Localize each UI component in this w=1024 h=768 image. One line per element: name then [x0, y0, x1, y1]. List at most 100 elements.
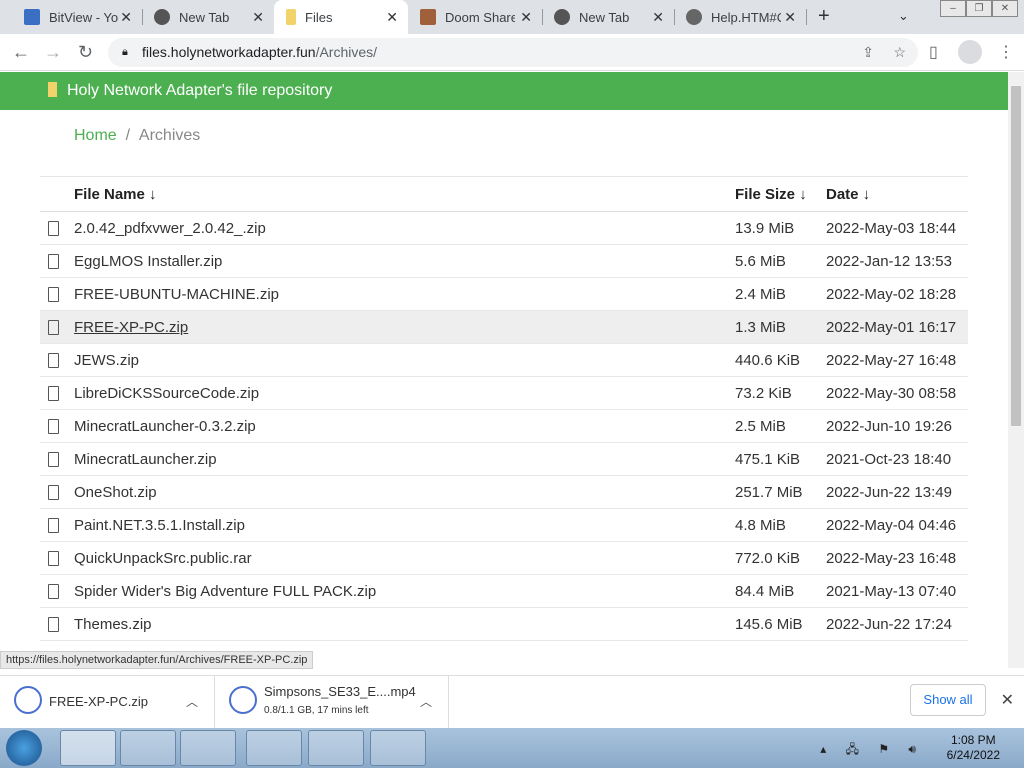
download-progress: 0.8/1.1 GB, 17 mins left [264, 705, 369, 716]
file-date: 2022-May-02 18:28 [826, 277, 968, 311]
file-name-link[interactable]: LibreDiCKSSourceCode.zip [74, 384, 260, 402]
file-icon [40, 244, 74, 278]
bookmark-star-icon[interactable]: ☆ [893, 44, 906, 60]
restore-button[interactable]: ❐ [966, 0, 992, 17]
file-size: 251.7 MiB [735, 475, 826, 509]
file-size: 440.6 KiB [735, 343, 826, 377]
taskbar-recorder[interactable] [246, 730, 302, 766]
profile-avatar[interactable] [958, 40, 982, 64]
file-date: 2022-May-03 18:44 [826, 211, 968, 245]
file-date: 2022-May-01 16:17 [826, 310, 968, 344]
close-tab-icon[interactable]: ✕ [652, 8, 664, 25]
doom-icon [420, 9, 436, 25]
taskbar-control-panel[interactable] [370, 730, 426, 766]
file-name-link[interactable]: FREE-UBUNTU-MACHINE.zip [74, 285, 280, 303]
download-item[interactable]: FREE-XP-PC.zip ︿ [0, 676, 215, 729]
taskbar-7zip[interactable] [308, 730, 364, 766]
tab-search-chevron-icon[interactable]: ⌄ [898, 8, 909, 23]
address-bar[interactable]: 🔒︎ files.holynetworkadapter.fun/Archives… [108, 38, 918, 67]
file-icon [40, 607, 74, 641]
table-row[interactable]: FREE-UBUNTU-MACHINE.zip 2.4 MiB 2022-May… [40, 277, 968, 311]
breadcrumb-home[interactable]: Home [74, 127, 117, 144]
file-name-link[interactable]: JEWS.zip [74, 351, 140, 369]
file-size: 13.9 MiB [735, 211, 826, 245]
table-row[interactable]: JEWS.zip 440.6 KiB 2022-May-27 16:48 [40, 343, 968, 377]
close-tab-icon[interactable]: ✕ [520, 8, 532, 25]
tab-bitview[interactable]: BitView - You ✕ [12, 0, 143, 34]
close-download-shelf-icon[interactable]: ✕ [1000, 692, 1014, 709]
file-name-link[interactable]: QuickUnpackSrc.public.rar [74, 549, 252, 567]
table-row[interactable]: LibreDiCKSSourceCode.zip 73.2 KiB 2022-M… [40, 376, 968, 410]
chevron-up-icon[interactable]: ︿ [419, 695, 432, 709]
tab-new-tab[interactable]: New Tab ✕ [142, 0, 274, 34]
tab-help[interactable]: Help.HTM#C ✕ [674, 0, 807, 34]
table-row[interactable]: EggLMOS Installer.zip 5.6 MiB 2022-Jan-1… [40, 244, 968, 278]
file-name-link[interactable]: MinecratLauncher.zip [74, 450, 217, 468]
taskbar-chrome[interactable] [60, 730, 116, 766]
side-panel-icon[interactable]: ▯ [929, 44, 938, 61]
system-tray[interactable]: ▴ 🖧 ⚑ 🔊︎ [820, 742, 924, 756]
file-name-link[interactable]: Themes.zip [74, 615, 152, 633]
file-name-link[interactable]: FREE-XP-PC.zip [74, 318, 189, 336]
tab-doom-share[interactable]: Doom Share ✕ [408, 0, 543, 34]
file-size: 2.5 MiB [735, 409, 826, 443]
file-icon [40, 310, 74, 344]
table-row[interactable]: Themes.zip 145.6 MiB 2022-Jun-22 17:24 [40, 607, 968, 641]
tab-title: New Tab [579, 9, 630, 25]
file-icon [40, 409, 74, 443]
new-tab-button[interactable]: + [818, 5, 830, 27]
share-icon[interactable]: ⇪ [862, 44, 874, 60]
table-row[interactable]: MinecratLauncher-0.3.2.zip 2.5 MiB 2022-… [40, 409, 968, 443]
menu-kebab-icon[interactable]: ⋮ [998, 44, 1014, 61]
taskbar-explorer[interactable] [120, 730, 176, 766]
file-date: 2022-Jun-22 13:49 [826, 475, 968, 509]
file-name-link[interactable]: MinecratLauncher-0.3.2.zip [74, 417, 256, 435]
clock[interactable]: 1:08 PM 6/24/2022 [947, 733, 1000, 763]
table-row[interactable]: QuickUnpackSrc.public.rar 772.0 KiB 2022… [40, 541, 968, 575]
chrome-icon [554, 9, 570, 25]
show-all-button[interactable]: Show all [910, 684, 986, 716]
column-header-name[interactable]: File Name ↓ [74, 176, 735, 212]
table-row[interactable]: FREE-XP-PC.zip 1.3 MiB 2022-May-01 16:17 [40, 310, 968, 344]
close-window-button[interactable]: ✕ [992, 0, 1018, 17]
url-path: /Archives/ [315, 44, 378, 60]
table-row[interactable]: Spider Wider's Big Adventure FULL PACK.z… [40, 574, 968, 608]
minimize-button[interactable]: – [940, 0, 966, 17]
file-name-link[interactable]: OneShot.zip [74, 483, 157, 501]
table-row[interactable]: MinecratLauncher.zip 475.1 KiB 2021-Oct-… [40, 442, 968, 476]
taskbar-media-player[interactable] [180, 730, 236, 766]
url-host: files.holynetworkadapter.fun [142, 44, 316, 60]
back-button[interactable]: ← [12, 42, 30, 62]
page-scrollbar[interactable] [1008, 72, 1024, 668]
clock-time: 1:08 PM [950, 733, 996, 747]
file-name-link[interactable]: EggLMOS Installer.zip [74, 252, 223, 270]
file-icon [40, 541, 74, 575]
download-item[interactable]: Simpsons_SE33_E....mp4 0.8/1.1 GB, 17 mi… [215, 676, 449, 729]
table-row[interactable]: Paint.NET.3.5.1.Install.zip 4.8 MiB 2022… [40, 508, 968, 542]
file-size: 1.3 MiB [735, 310, 826, 344]
close-tab-icon[interactable]: ✕ [784, 8, 796, 25]
table-row[interactable]: 2.0.42_pdfxvwer_2.0.42_.zip 13.9 MiB 202… [40, 211, 968, 245]
tab-files[interactable]: Files ✕ [274, 0, 408, 34]
lock-icon: 🔒︎ [122, 46, 128, 58]
start-button[interactable] [6, 730, 42, 766]
table-row[interactable]: OneShot.zip 251.7 MiB 2022-Jun-22 13:49 [40, 475, 968, 509]
chevron-up-icon[interactable]: ︿ [185, 695, 198, 709]
file-icon [40, 442, 74, 476]
close-tab-icon[interactable]: ✕ [386, 8, 398, 25]
file-icon [40, 211, 74, 245]
file-name-link[interactable]: Spider Wider's Big Adventure FULL PACK.z… [74, 582, 377, 600]
scrollbar-thumb[interactable] [1011, 86, 1021, 426]
close-tab-icon[interactable]: ✕ [252, 8, 264, 25]
file-name-link[interactable]: 2.0.42_pdfxvwer_2.0.42_.zip [74, 219, 266, 237]
file-date: 2022-Jun-22 17:24 [826, 607, 968, 641]
forward-button[interactable]: → [44, 42, 62, 62]
file-name-link[interactable]: Paint.NET.3.5.1.Install.zip [74, 516, 245, 534]
column-header-size[interactable]: File Size ↓ [735, 176, 826, 212]
close-tab-icon[interactable]: ✕ [120, 8, 132, 25]
file-date: 2022-May-30 08:58 [826, 376, 968, 410]
reload-button[interactable]: ↻ [78, 42, 94, 62]
column-header-date[interactable]: Date ↓ [826, 176, 968, 212]
folder-icon [286, 9, 296, 25]
tab-new-tab-2[interactable]: New Tab ✕ [542, 0, 675, 34]
